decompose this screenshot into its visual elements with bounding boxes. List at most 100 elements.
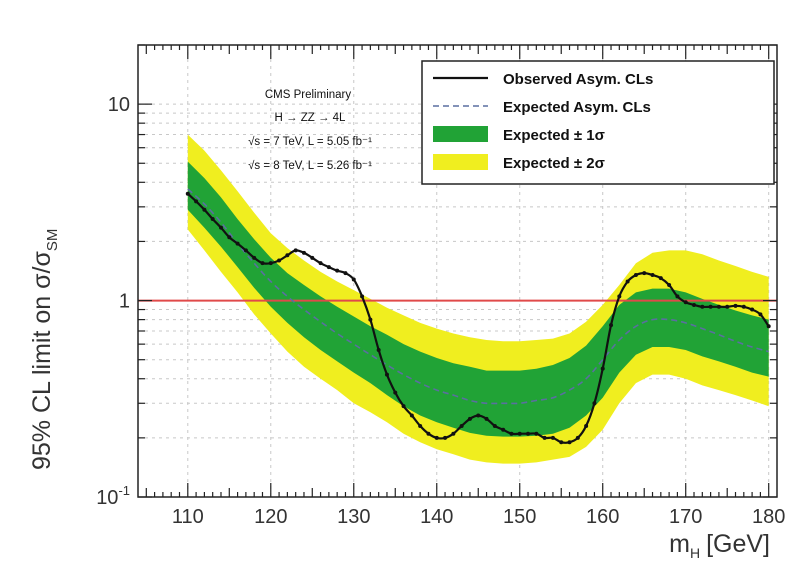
annotation-channel: H → ZZ → 4L	[275, 112, 347, 124]
x-tick-label: 130	[337, 506, 370, 528]
observed-point	[692, 302, 697, 307]
observed-point	[750, 307, 755, 312]
observed-point	[426, 431, 431, 436]
observed-point	[451, 431, 456, 436]
observed-point	[393, 390, 398, 395]
x-tick-label: 170	[669, 506, 702, 528]
observed-point	[384, 372, 389, 377]
x-axis-title-symbol: m	[669, 530, 690, 558]
x-tick-labels: 110 120 130 140 150 160 170 180	[172, 506, 786, 528]
observed-point	[667, 283, 672, 288]
y-axis-title: 95% CL limit on σ/σSM	[28, 229, 61, 470]
observed-point	[600, 366, 605, 371]
observed-point	[218, 225, 223, 230]
y-tick-label: 10	[108, 94, 130, 116]
observed-point	[409, 413, 414, 418]
observed-point	[700, 304, 705, 309]
x-tick-label: 140	[420, 506, 453, 528]
observed-point	[277, 258, 282, 263]
observed-point	[343, 271, 348, 276]
observed-point	[335, 268, 340, 273]
observed-point	[584, 423, 589, 428]
x-axis-title-subscript: H	[690, 545, 700, 561]
annotation-8tev: √s = 8 TeV, L = 5.26 fb⁻¹	[248, 159, 372, 172]
observed-point	[252, 255, 257, 260]
expected-limit-line	[187, 188, 769, 405]
observed-point	[625, 279, 630, 284]
observed-point	[526, 431, 531, 436]
observed-point	[285, 253, 290, 258]
observed-point	[243, 248, 248, 253]
x-tick-label: 110	[172, 506, 204, 528]
observed-point	[360, 294, 365, 299]
observed-point	[351, 277, 356, 282]
observed-point	[716, 304, 721, 309]
observed-point	[326, 265, 331, 270]
observed-point	[675, 294, 680, 299]
observed-point	[227, 235, 232, 240]
observed-point	[567, 440, 572, 445]
observed-point	[235, 241, 240, 246]
observed-point	[642, 271, 647, 276]
observed-point	[443, 435, 448, 440]
observed-point	[766, 324, 771, 329]
observed-point	[758, 312, 763, 317]
observed-point	[609, 323, 614, 328]
legend-1sigma-label: Expected ± 1σ	[503, 127, 605, 144]
observed-data-points	[185, 191, 771, 445]
x-axis-title: mH [GeV]	[669, 530, 770, 561]
observed-point	[434, 435, 439, 440]
observed-point	[492, 423, 497, 428]
observed-point	[725, 304, 730, 309]
legend-expected-label: Expected Asym. CLs	[503, 99, 651, 116]
observed-point	[559, 440, 564, 445]
legend-1sigma-swatch	[433, 126, 488, 142]
observed-point	[301, 250, 306, 255]
observed-point	[484, 416, 489, 421]
observed-point	[517, 431, 522, 436]
y-axis-title-main: 95% CL limit on σ/σ	[28, 251, 56, 470]
plot-frame	[137, 44, 778, 498]
observed-point	[550, 435, 555, 440]
observed-point	[418, 423, 423, 428]
y-tick-label: 1	[119, 291, 130, 313]
legend-2sigma-label: Expected ± 2σ	[503, 155, 605, 172]
observed-point	[368, 317, 373, 322]
observed-point	[260, 261, 265, 266]
observed-point	[633, 272, 638, 277]
observed-point	[509, 431, 514, 436]
observed-point	[318, 261, 323, 266]
observed-point	[202, 207, 207, 212]
y-tick-labels: 10-1 1 10	[96, 94, 130, 509]
observed-point	[683, 300, 688, 305]
observed-point	[617, 294, 622, 299]
observed-point	[650, 272, 655, 277]
observed-point	[542, 435, 547, 440]
x-tick-label: 150	[503, 506, 536, 528]
legend-2sigma-swatch	[433, 154, 488, 170]
x-tick-label: 160	[586, 506, 619, 528]
expected-2sigma-band	[187, 134, 769, 464]
observed-point	[310, 255, 315, 260]
observed-point	[592, 401, 597, 406]
observed-point	[194, 199, 199, 204]
observed-point	[741, 304, 746, 309]
observed-point	[268, 261, 273, 266]
observed-point	[575, 435, 580, 440]
observed-point	[733, 303, 738, 308]
observed-point	[376, 348, 381, 353]
observed-point	[476, 413, 481, 418]
annotation-block: CMS Preliminary H → ZZ → 4L √s = 7 TeV, …	[248, 89, 372, 172]
x-tick-label: 120	[254, 506, 287, 528]
observed-point	[467, 416, 472, 421]
observed-point	[210, 217, 215, 222]
observed-point	[708, 304, 713, 309]
observed-point	[293, 248, 298, 253]
legend: Observed Asym. CLs Expected Asym. CLs Ex…	[421, 60, 775, 185]
observed-point	[534, 431, 539, 436]
observed-point	[658, 276, 663, 281]
observed-point	[459, 423, 464, 428]
observed-point	[501, 427, 506, 432]
observed-point	[401, 404, 406, 409]
legend-observed-label: Observed Asym. CLs	[503, 71, 653, 88]
